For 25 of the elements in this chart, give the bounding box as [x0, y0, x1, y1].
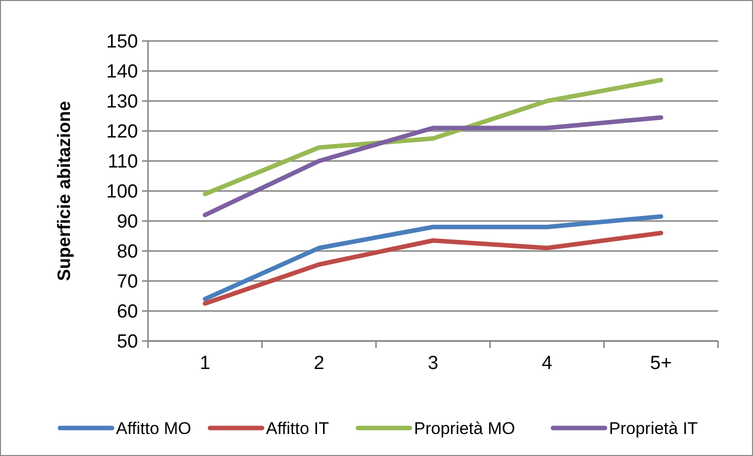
- y-tick-label: 150: [106, 32, 138, 53]
- y-axis-title: Superficie abitazione: [54, 100, 74, 282]
- legend-label: Proprietà MO: [414, 418, 516, 438]
- x-tick-label: 1: [200, 353, 210, 374]
- x-tick-label: 3: [428, 353, 438, 374]
- y-tick-label: 140: [106, 62, 138, 83]
- y-tick-label: 70: [116, 272, 138, 293]
- x-tick-label: 4: [542, 353, 553, 374]
- line-series: [202, 78, 664, 196]
- line-series: [202, 115, 664, 218]
- legend-label: Affitto IT: [266, 418, 329, 438]
- legend-label: Affitto MO: [116, 418, 192, 438]
- line-series: [202, 214, 664, 302]
- y-tick-label: 60: [116, 302, 138, 323]
- y-tick-label: 100: [106, 182, 138, 203]
- y-tick-label: 80: [116, 242, 138, 263]
- x-tick-label: 2: [314, 353, 324, 374]
- y-tick-label: 130: [106, 92, 138, 113]
- y-tick-label: 50: [116, 332, 138, 353]
- legend-label: Proprietà IT: [609, 418, 698, 438]
- y-tick-label: 120: [106, 122, 138, 143]
- x-tick-label: 5+: [650, 353, 672, 374]
- y-tick-label: 110: [108, 152, 138, 173]
- line-series: [202, 230, 664, 306]
- y-tick-label: 90: [116, 212, 138, 233]
